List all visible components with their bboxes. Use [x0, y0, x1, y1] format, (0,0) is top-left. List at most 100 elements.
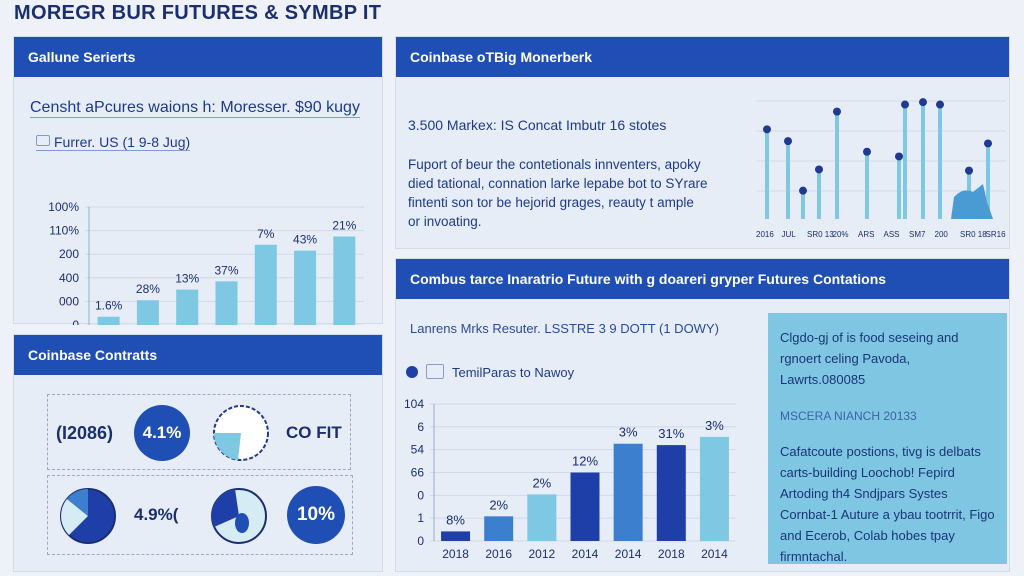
legend-label: TemilParas to Nawoy: [452, 365, 575, 380]
lollipop-dot: [936, 100, 944, 109]
data-label: 2%: [489, 497, 508, 512]
lollipop-dot: [901, 100, 909, 109]
panel-header: Coinbase Contratts: [14, 335, 382, 375]
bar: [294, 250, 317, 325]
y-tick-label: 000: [59, 294, 79, 308]
pie-chart-icon: [60, 488, 116, 544]
lollipop-dot: [863, 147, 871, 156]
bar: [613, 443, 643, 541]
info-paragraph-2: Cafatcoute postions, tivg is delbats car…: [780, 444, 995, 564]
y-tick-label: 400: [59, 271, 79, 285]
y-tick-label: 200: [59, 247, 79, 261]
data-label: 31%: [658, 426, 684, 441]
y-tick-label: 66: [411, 466, 425, 480]
x-tick-label: JUL: [782, 230, 797, 239]
lollipop-dot: [965, 166, 973, 175]
bar: [215, 281, 238, 325]
x-tick-label: 2016: [756, 230, 774, 239]
stat-circle: 4.1%: [134, 405, 190, 461]
info-box: Clgdo-gj of is food seseing and rgnoert …: [768, 313, 1007, 564]
decorative-figure: [951, 184, 993, 219]
stats-group-1: [47, 394, 351, 470]
y-tick-label: 104: [404, 397, 424, 411]
data-label: 2%: [532, 475, 551, 490]
stem: [938, 104, 942, 219]
bar: [570, 472, 600, 541]
info-paragraph-1: Clgdo-gj of is food seseing and rgnoert …: [780, 330, 959, 387]
lollipop-dot: [895, 152, 903, 161]
stat-value: 4.9%(: [134, 505, 179, 524]
stem: [801, 190, 805, 219]
info-date: MSCERA NIANCH 20133: [780, 409, 917, 423]
bar: [333, 236, 356, 325]
stem: [765, 129, 769, 219]
panel-gallune-serierts: Gallune Serierts Censht aPcures waions h…: [13, 36, 383, 325]
x-tick-label: 2018: [442, 547, 469, 561]
data-label: 43%: [293, 233, 317, 247]
data-label: 8%: [446, 512, 465, 527]
x-tick-label: 20%: [833, 230, 849, 239]
stem: [897, 156, 901, 219]
x-tick-label: 200: [935, 230, 949, 239]
lollipop-dot: [815, 165, 823, 174]
pie-icon: [213, 405, 269, 461]
sub-headline: Furrer. US (1 9-8 Jug): [36, 134, 191, 151]
x-tick-label: 2018: [658, 547, 685, 561]
x-tick-label: ARS: [858, 230, 874, 239]
stem: [921, 102, 925, 219]
panel-coinbase-monerberk: Coinbase oTBig Monerberk 3.500 Markex: I…: [395, 36, 1010, 249]
x-tick-label: SR0 13: [807, 230, 834, 239]
card-icon: [36, 135, 50, 146]
stem: [786, 141, 790, 219]
bar: [97, 316, 120, 325]
stats-group-2: [47, 475, 353, 555]
bar-chart-1: 100%110%20040000001.6%201528%201613%2014…: [48, 200, 364, 325]
bar: [699, 436, 729, 541]
stem: [865, 151, 869, 219]
card-icon: [426, 364, 444, 379]
y-tick-label: 0: [72, 318, 79, 325]
stem: [835, 111, 839, 219]
x-tick-label: SM7: [909, 230, 926, 239]
x-tick-label: SR16: [986, 230, 1007, 239]
data-label: 7%: [257, 227, 275, 241]
x-tick-label: 2012: [529, 547, 556, 561]
bar: [254, 244, 277, 325]
stat-value: (I2086): [56, 423, 114, 443]
stem: [817, 169, 821, 219]
bar: [176, 289, 199, 325]
data-label: 1.6%: [95, 299, 123, 313]
lollipop-dot: [784, 137, 792, 146]
stem: [986, 143, 990, 219]
lollipop-dot: [799, 186, 807, 195]
data-label: 37%: [214, 263, 238, 277]
y-tick-label: 110%: [49, 224, 79, 238]
y-tick-label: 6: [417, 420, 424, 434]
lollipop-dot: [833, 107, 841, 116]
x-tick-label: 2014: [572, 547, 599, 561]
x-tick-label: 2016: [485, 547, 512, 561]
lollipop-dot: [919, 98, 927, 107]
stat-label: CO FIT: [286, 423, 342, 442]
x-tick-label: 2014: [615, 547, 642, 561]
x-tick-label: 2014: [701, 547, 728, 561]
y-tick-label: 100%: [48, 200, 79, 214]
headline: Censht aPcures waions h: Moresser. $90 k…: [30, 99, 360, 118]
data-label: 28%: [136, 282, 160, 296]
panel-coinbase-contratts: Coinbase Contratts (I2086) 4.1% CO FIT 4…: [13, 334, 383, 572]
sub-label: Furrer. US (1 9-8 Jug): [54, 134, 191, 150]
legend-dot-icon: [406, 366, 418, 378]
data-label: 3%: [705, 418, 724, 433]
description: Fuport of beur the contetionals innvente…: [408, 157, 708, 229]
data-label: 3%: [619, 425, 638, 440]
page-title: MOREGR BUR FUTURES & SYMBP IT: [14, 2, 382, 24]
lollipop-dot: [984, 139, 992, 148]
data-label: 13%: [175, 272, 199, 286]
bar: [484, 516, 514, 541]
data-label: 21%: [332, 219, 356, 233]
bar: [136, 300, 159, 325]
stem: [903, 104, 907, 219]
panel-header: Coinbase oTBig Monerberk: [396, 37, 1009, 77]
lollipop-dot: [763, 125, 771, 134]
